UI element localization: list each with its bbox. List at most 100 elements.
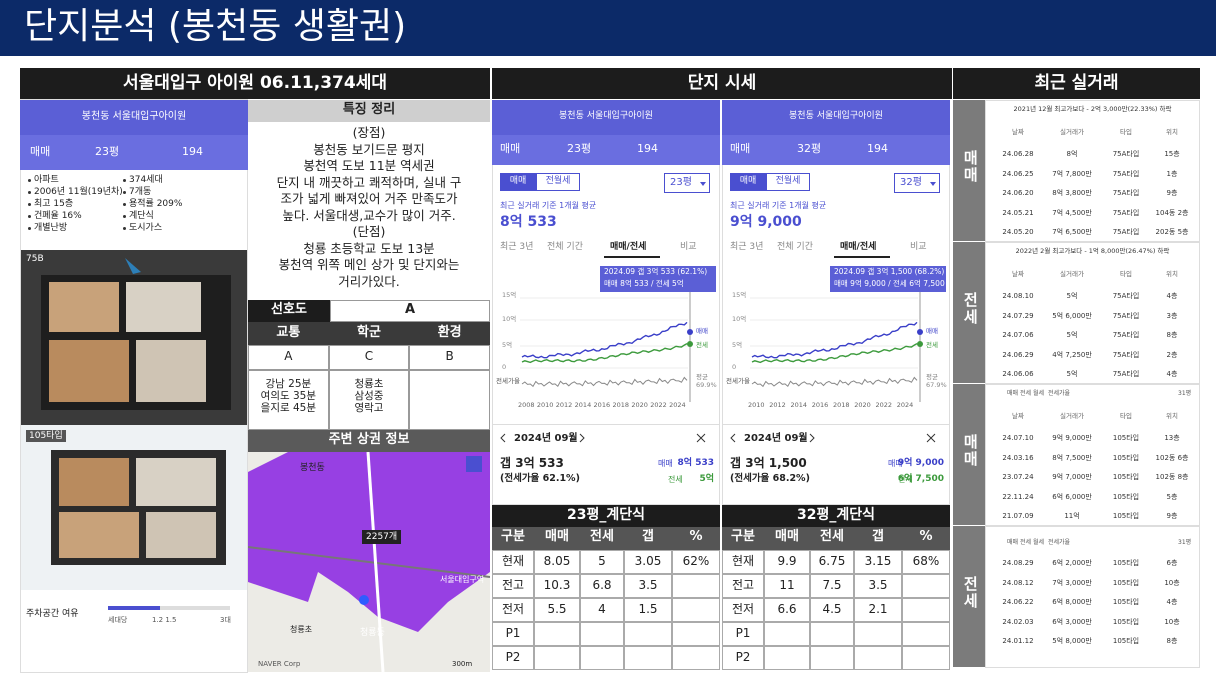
trade-screen bbox=[985, 100, 1200, 242]
table-cell bbox=[722, 574, 764, 598]
legend-label: 매매 bbox=[926, 327, 938, 335]
trade-filter: 전세 bbox=[1020, 539, 1032, 546]
table-cell bbox=[764, 550, 810, 574]
toggle-off bbox=[536, 173, 580, 191]
trade-side-label: 매매 bbox=[961, 150, 980, 184]
rating-value: C bbox=[364, 349, 374, 363]
avg-value: 69.9% bbox=[696, 381, 717, 389]
map-title: 주변 상권 정보 bbox=[328, 432, 410, 447]
trade-cell: 105타입 bbox=[1112, 578, 1140, 587]
table-header: 갭 bbox=[872, 529, 884, 544]
floor-plan-art bbox=[41, 258, 231, 565]
parking-track bbox=[108, 606, 230, 610]
price-tab: 32평 bbox=[797, 142, 822, 155]
complex-pin bbox=[359, 595, 369, 605]
table-cell bbox=[902, 574, 950, 598]
plan-room bbox=[59, 458, 129, 506]
app-nav-title: 봉천동 서울대입구아이원 bbox=[81, 111, 187, 122]
sale-label: 매매 bbox=[658, 459, 673, 468]
tooltip-line: 매매 8억 533 / 전세 5억 bbox=[604, 279, 684, 288]
table-cell-text: 3.5 bbox=[638, 578, 658, 592]
tooltip-line: 2024.09 갭 3억 533 (62.1%) bbox=[604, 267, 708, 276]
table-header: 전세 bbox=[820, 529, 844, 544]
bullet bbox=[123, 191, 126, 194]
table-cell bbox=[624, 550, 672, 574]
table-cell bbox=[672, 646, 720, 670]
period-tab: 비교 bbox=[910, 242, 927, 252]
trade-column: 실거래가 bbox=[1060, 412, 1084, 420]
year-label: 2022 bbox=[650, 401, 667, 409]
trade-cell: 24.01.12 bbox=[1002, 637, 1034, 645]
select-caret bbox=[700, 182, 706, 186]
jeonse-dot bbox=[917, 341, 923, 347]
trade-cell: 10층 bbox=[1164, 578, 1180, 587]
y-axis-label: 5억 bbox=[502, 341, 513, 349]
table-cell bbox=[722, 550, 764, 574]
trade-cell: 7억 7,800만 bbox=[1052, 169, 1092, 178]
rating-grade-cell bbox=[330, 300, 490, 322]
plan-label: 75B bbox=[26, 254, 44, 264]
feature-line: (단점) bbox=[352, 224, 386, 239]
map-label: 청룡초 bbox=[290, 625, 313, 634]
trade-cell: 7억 6,500만 bbox=[1052, 228, 1092, 236]
features-title: 특징 정리 bbox=[342, 102, 396, 117]
trade-filter: 매매 bbox=[1007, 539, 1019, 546]
avg-label: 평균 bbox=[696, 373, 708, 381]
period-tab: 매매/전세 bbox=[840, 242, 877, 252]
tooltip-line: 매매 9억 9,000 / 전세 6억 7,500 bbox=[834, 279, 945, 288]
app-nav bbox=[20, 100, 248, 135]
trade-side bbox=[953, 526, 985, 668]
rating-header: 교통 bbox=[276, 325, 301, 340]
table-cell bbox=[764, 598, 810, 622]
bullet bbox=[28, 203, 31, 206]
bullet bbox=[28, 227, 31, 230]
trade-cell: 4억 7,250만 bbox=[1052, 350, 1092, 359]
trade-select: 31평 bbox=[1178, 390, 1192, 397]
table-cell bbox=[492, 574, 534, 598]
table-cell-text: 8.05 bbox=[543, 554, 571, 568]
bullet bbox=[123, 179, 126, 182]
rating-value: A bbox=[284, 349, 293, 363]
info-item: 최고 15층 bbox=[34, 199, 74, 209]
year-label: 2020 bbox=[854, 401, 871, 409]
tooltip bbox=[600, 266, 716, 292]
trade-cell: 75A타입 bbox=[1112, 169, 1140, 178]
trade-side-label: 전세 bbox=[961, 576, 980, 610]
trade-cell: 4층 bbox=[1166, 370, 1178, 378]
table-cell bbox=[624, 646, 672, 670]
size-select bbox=[664, 173, 710, 193]
year-label: 2010 bbox=[748, 401, 765, 409]
trade-column: 타입 bbox=[1120, 128, 1132, 136]
table-cell bbox=[810, 622, 854, 646]
trade-cell: 8억 3,800만 bbox=[1052, 189, 1092, 197]
app-tabs bbox=[20, 135, 248, 170]
y-axis-label: 0 bbox=[732, 363, 737, 371]
month-nav bbox=[500, 433, 706, 443]
trade-cell: 102동 6층 bbox=[1155, 453, 1189, 462]
plan-room bbox=[146, 512, 216, 558]
rating-note: 여의도 35분 bbox=[260, 390, 316, 402]
jeonse-line-graphic bbox=[751, 342, 918, 364]
trade-note: 2021년 12월 최고가보다 - 2억 3,000만(22.33%) 하락 bbox=[1013, 105, 1172, 113]
trade-cell: 5억 8,000만 bbox=[1052, 637, 1092, 645]
trade-cell: 24.02.03 bbox=[1002, 617, 1034, 626]
rating-cell bbox=[409, 345, 490, 370]
trade-column: 실거래가 bbox=[1060, 128, 1084, 136]
table-header: 매매 bbox=[775, 529, 799, 544]
table-cell-text: 4.5 bbox=[822, 602, 842, 616]
toggle-label: 매매 bbox=[739, 176, 757, 186]
trade-cell: 23.07.24 bbox=[1002, 473, 1034, 481]
trade-cell: 15층 bbox=[1164, 150, 1180, 158]
table-cell-text: 6.75 bbox=[818, 554, 846, 568]
table-title: 23평_계단식 bbox=[566, 507, 645, 523]
rating-note-cell bbox=[409, 370, 490, 430]
section-title: 최근 실거래 bbox=[1034, 73, 1119, 93]
trade-cell: 75A타입 bbox=[1112, 331, 1140, 339]
y-axis-label: 5억 bbox=[732, 341, 743, 349]
table-cell-text: 5.5 bbox=[547, 602, 567, 616]
rating-value: B bbox=[445, 349, 454, 363]
price-tab: 매매 bbox=[730, 142, 751, 155]
year-label: 2024 bbox=[896, 401, 914, 409]
section-header bbox=[492, 68, 952, 99]
toggle-on bbox=[730, 173, 766, 191]
